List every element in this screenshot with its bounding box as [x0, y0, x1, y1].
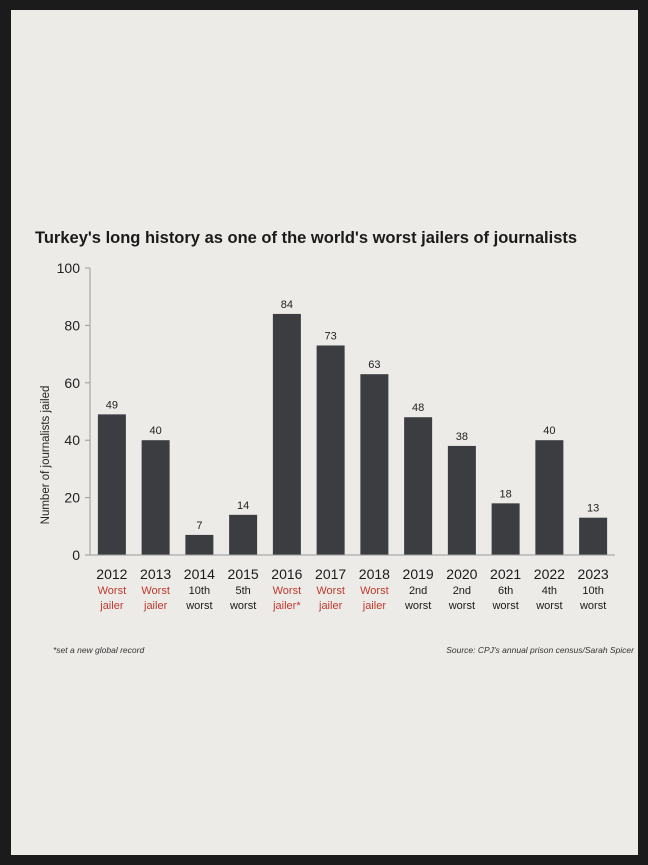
rank-label-line1: Worst	[273, 585, 302, 597]
data-label: 84	[281, 299, 293, 311]
rank-label-line1: Worst	[98, 585, 127, 597]
rank-label-line2: jailer*	[272, 600, 301, 612]
bar	[272, 313, 301, 555]
rank-label-line1: 2nd	[409, 585, 427, 597]
rank-label-line1: 5th	[235, 585, 250, 597]
x-tick-label: 2014	[184, 566, 215, 582]
chart-card: Turkey's long history as one of the worl…	[11, 10, 638, 855]
data-label: 13	[587, 503, 599, 515]
bar	[404, 417, 433, 555]
y-tick-label: 40	[64, 432, 80, 448]
rank-label-line2: worst	[229, 600, 256, 612]
rank-label-line2: jailer	[318, 600, 343, 612]
x-tick-label: 2021	[490, 566, 521, 582]
x-tick-label: 2017	[315, 566, 346, 582]
rank-label-line2: worst	[448, 600, 475, 612]
data-label: 40	[150, 425, 162, 437]
bar	[97, 414, 126, 555]
source-note: Source: CPJ's annual prison census/Sarah…	[446, 645, 635, 655]
data-label: 7	[196, 520, 202, 532]
bar	[447, 445, 476, 555]
y-axis-label: Number of journalists jailed	[40, 386, 52, 525]
bars-group: 49 40 7 14 84 73 63 48 38 18 40 13	[97, 299, 608, 555]
rank-label-line2: jailer	[362, 600, 387, 612]
x-tick-label: 2012	[96, 566, 127, 582]
rank-label-line1: 4th	[542, 585, 557, 597]
data-label: 49	[106, 399, 118, 411]
rank-label-line2: worst	[185, 600, 212, 612]
data-label: 18	[500, 488, 512, 500]
x-tick-label: 2023	[578, 566, 609, 582]
y-axis: 0 20 40 60 80 100	[57, 260, 91, 563]
rank-label-line1: 10th	[189, 585, 210, 597]
bar	[316, 345, 345, 555]
rank-label-line2: jailer	[143, 600, 168, 612]
rank-label-line1: Worst	[360, 585, 389, 597]
rank-label-line1: 6th	[498, 585, 513, 597]
x-tick-label: 2018	[359, 566, 390, 582]
bar	[535, 440, 564, 555]
x-tick-label: 2022	[534, 566, 565, 582]
rank-label-line1: Worst	[316, 585, 345, 597]
data-label: 14	[237, 500, 249, 512]
data-label: 73	[325, 330, 337, 342]
rank-label-line2: worst	[579, 600, 606, 612]
x-tick-label: 2015	[228, 566, 259, 582]
bar	[360, 374, 389, 555]
y-tick-label: 60	[64, 375, 80, 391]
data-label: 40	[543, 425, 555, 437]
chart-title: Turkey's long history as one of the worl…	[35, 229, 577, 247]
rank-label-line2: worst	[491, 600, 518, 612]
rank-label-line1: Worst	[141, 585, 170, 597]
rank-label-line1: 10th	[582, 585, 603, 597]
data-label: 48	[412, 402, 424, 414]
bar	[579, 517, 608, 555]
x-tick-label: 2020	[446, 566, 477, 582]
footnote: *set a new global record	[53, 645, 144, 655]
bar	[491, 503, 520, 555]
y-tick-label: 0	[72, 547, 80, 563]
rank-label-line2: worst	[404, 600, 431, 612]
x-axis: 2012 Worst jailer 2013 Worst jailer 2014 10th wo…	[90, 554, 615, 612]
data-label: 38	[456, 431, 468, 443]
bar	[185, 534, 214, 555]
y-tick-label: 100	[57, 260, 81, 276]
rank-label-line2: jailer	[99, 600, 124, 612]
x-tick-label: 2013	[140, 566, 171, 582]
bar	[229, 514, 258, 555]
y-tick-label: 20	[64, 490, 80, 506]
x-tick-label: 2016	[271, 566, 302, 582]
rank-label-line1: 2nd	[453, 585, 471, 597]
rank-label-line2: worst	[535, 600, 562, 612]
bar-chart: Turkey's long history as one of the worl…	[35, 229, 635, 655]
data-label: 63	[368, 359, 380, 371]
bar	[141, 440, 170, 555]
x-tick-label: 2019	[403, 566, 434, 582]
y-tick-label: 80	[64, 317, 80, 333]
